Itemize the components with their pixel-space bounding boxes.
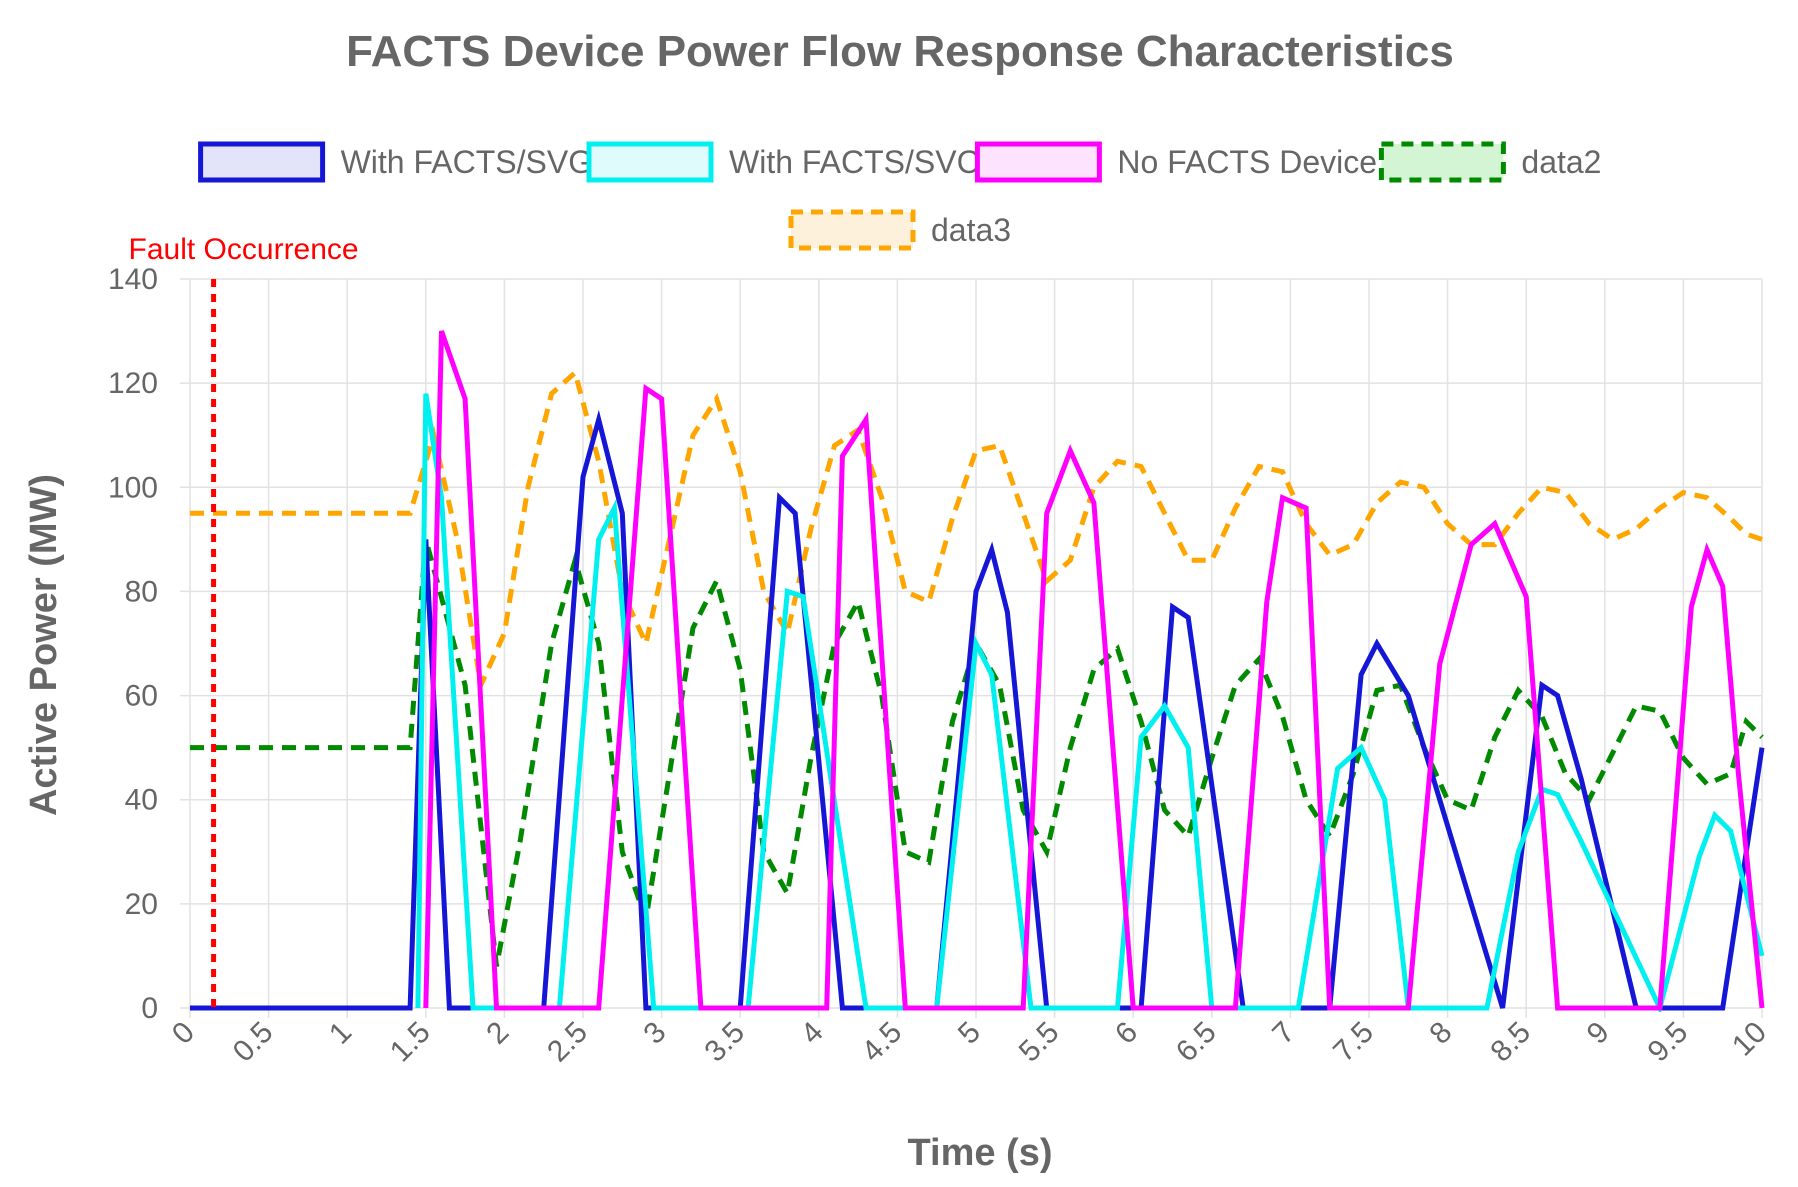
x-tick-label: 0: [166, 1016, 201, 1051]
x-tick-label: 2: [480, 1016, 515, 1051]
x-tick-label: 5: [952, 1016, 987, 1051]
annotation-layer: Fault Occurrence: [129, 233, 359, 1008]
legend-swatch: [788, 209, 916, 251]
y-tick-label: 40: [125, 784, 158, 817]
legend-item-with-facts-svc: With FACTS/SVC: [586, 141, 980, 183]
y-tick-label: 100: [108, 471, 158, 504]
y-axis-label: Active Power (MW): [23, 474, 65, 816]
legend-swatch: [586, 141, 714, 183]
y-tick-label: 140: [108, 263, 158, 296]
x-tick-label: 4: [795, 1016, 830, 1051]
x-tick-label: 8: [1423, 1016, 1458, 1051]
x-tick-label: 2.5: [541, 1016, 594, 1069]
x-tick-label: 7.5: [1327, 1016, 1380, 1069]
x-tick-label: 3.5: [698, 1016, 751, 1069]
y-tick-label: 80: [125, 575, 158, 608]
y-tick-label: 20: [125, 888, 158, 921]
x-tick-label: 3: [637, 1016, 672, 1051]
x-tick-label: 5.5: [1013, 1016, 1066, 1069]
series-line-data2: [190, 538, 1764, 967]
y-tick-label: 0: [141, 992, 158, 1025]
y-tick-label: 120: [108, 367, 158, 400]
x-tick-label: 0.5: [227, 1016, 280, 1069]
legend: With FACTS/SVG With FACTS/SVC No FACTS Dev…: [198, 141, 1601, 251]
series-layer: [190, 330, 1765, 1012]
y-tick-label: 60: [125, 680, 158, 713]
legend-item-no-facts-device: No FACTS Device: [974, 141, 1377, 183]
chart-title: FACTS Device Power Flow Response Charact…: [346, 27, 1454, 76]
x-tick-label: 9: [1581, 1016, 1616, 1051]
x-tick-label: 6.5: [1170, 1016, 1223, 1069]
fault-occurrence-label: Fault Occurrence: [129, 233, 359, 266]
x-tick-label: 1: [323, 1016, 358, 1051]
legend-item-with-facts-svg: With FACTS/SVG: [198, 141, 593, 183]
legend-swatch: [1378, 141, 1506, 183]
series-line-no-facts-device: [423, 330, 1765, 1011]
legend-label: data2: [1521, 144, 1601, 180]
x-tick-label: 8.5: [1484, 1016, 1537, 1069]
legend-label: With FACTS/SVC: [729, 144, 980, 180]
legend-swatch: [198, 141, 326, 183]
legend-swatch: [974, 141, 1102, 183]
legend-label: No FACTS Device: [1117, 144, 1377, 180]
x-tick-label: 1.5: [384, 1016, 437, 1069]
legend-label: data3: [931, 212, 1011, 248]
x-axis-label: Time (s): [907, 1132, 1052, 1174]
x-axis-ticks: 0 0.5 1 1.5 2 2.5 3 3.5 4 4.5 5 5.5 6 6.5 7 7.5 8 8.5 9 9.5…: [166, 1016, 1773, 1069]
series-line-with-facts-svg: [190, 409, 1765, 1011]
legend-item-data2: data2: [1378, 141, 1601, 183]
x-tick-label: 7: [1266, 1016, 1301, 1051]
legend-label: With FACTS/SVG: [341, 144, 593, 180]
x-tick-label: 10: [1726, 1016, 1773, 1063]
series-line-with-facts-svc: [415, 393, 1765, 1012]
x-tick-label: 6: [1109, 1016, 1144, 1051]
x-tick-label: 4.5: [856, 1016, 909, 1069]
y-axis-ticks: 0 20 40 60 80 100 120 140: [108, 263, 158, 1025]
legend-item-data3: data3: [788, 209, 1011, 251]
x-tick-label: 9.5: [1642, 1016, 1695, 1069]
